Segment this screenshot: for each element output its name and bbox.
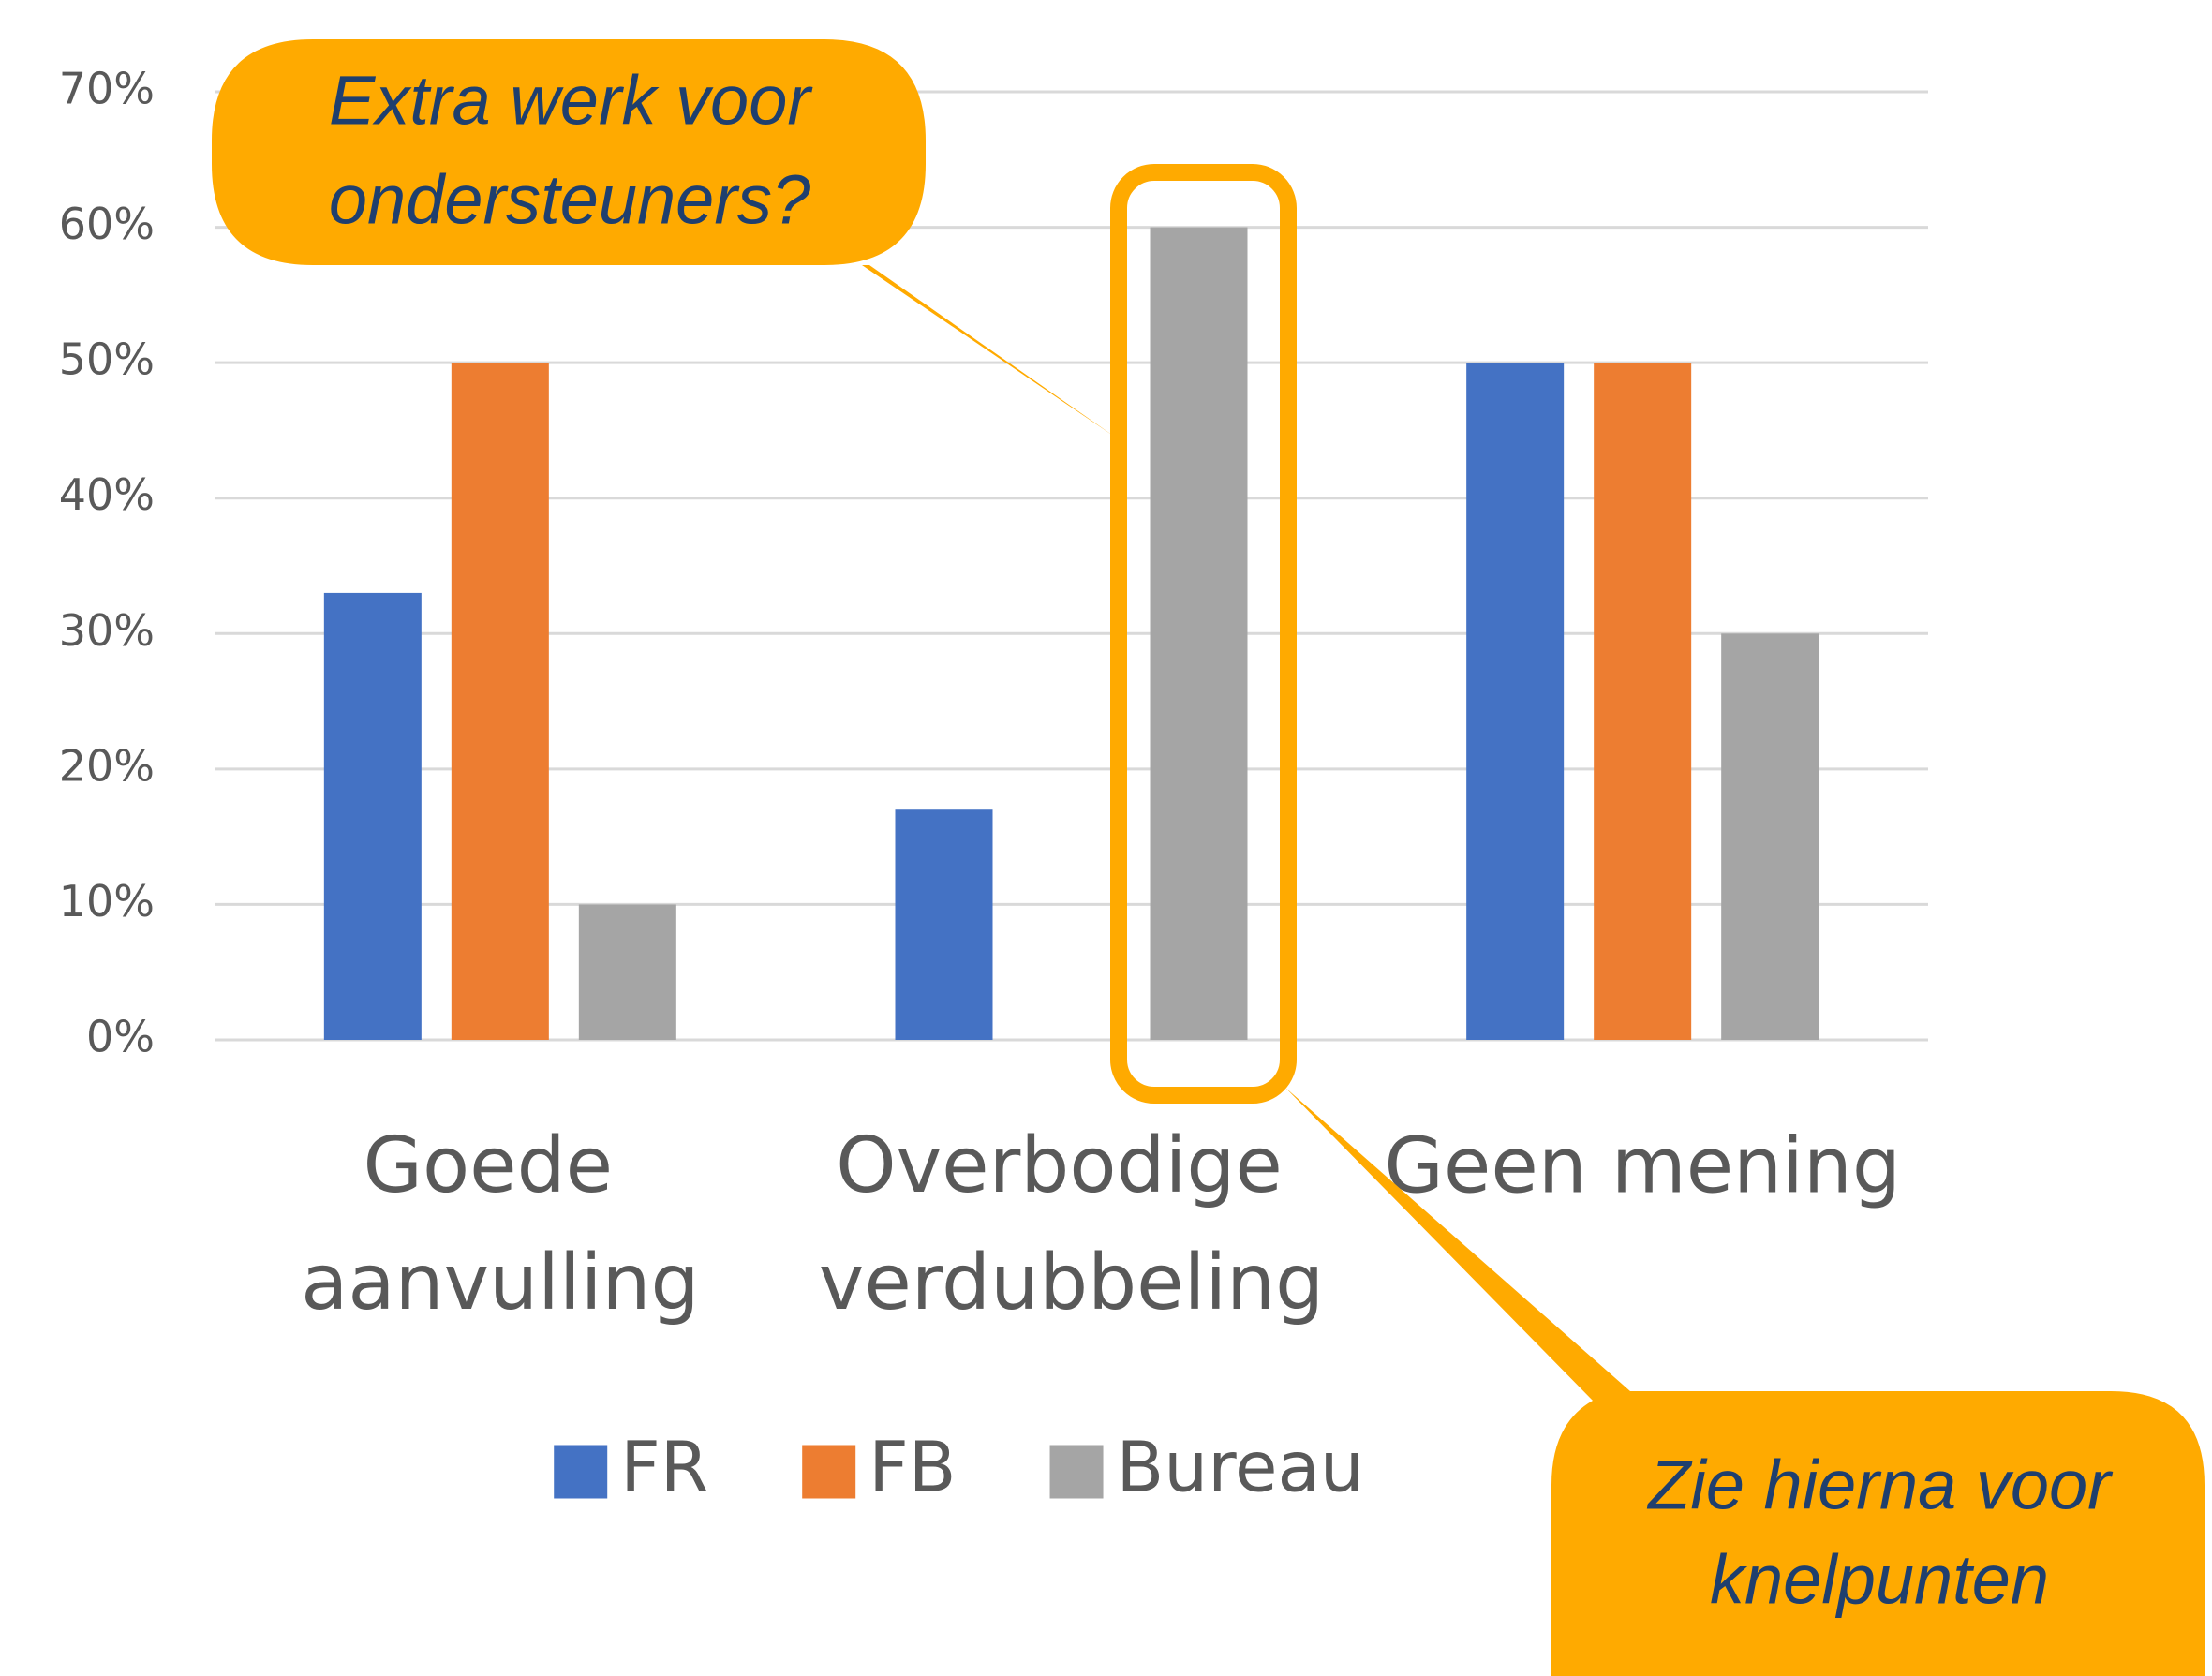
legend-swatch xyxy=(1049,1445,1104,1499)
highlight-box xyxy=(1110,164,1297,1104)
legend-item: FR xyxy=(554,1428,708,1508)
callout-text: Zie hierna voor xyxy=(1646,1446,2114,1524)
bar xyxy=(1466,363,1565,1041)
bar xyxy=(323,592,422,1040)
bar xyxy=(895,809,993,1040)
legend-swatch xyxy=(802,1445,856,1499)
legend-item: FB xyxy=(802,1428,957,1508)
y-tick-label: 0% xyxy=(86,1012,155,1062)
bar xyxy=(1150,227,1248,1041)
y-tick-label: 70% xyxy=(59,64,155,114)
x-tick-label: Overbodige verdubbeling xyxy=(819,1121,1324,1327)
y-tick-label: 40% xyxy=(59,469,155,520)
legend-swatch xyxy=(554,1445,608,1499)
bar xyxy=(1594,363,1692,1041)
callout-text: knelpunten xyxy=(1710,1541,2049,1619)
legend-label: FR xyxy=(620,1428,708,1508)
legend-item: Bureau xyxy=(1049,1428,1364,1508)
y-tick-label: 60% xyxy=(59,199,155,249)
callout-bottom xyxy=(1285,1088,2205,1676)
y-tick-label: 20% xyxy=(59,740,155,791)
legend-label: FB xyxy=(868,1428,956,1508)
bar xyxy=(1721,633,1819,1040)
y-tick-label: 30% xyxy=(59,605,155,656)
callout-text: ondersteuners? xyxy=(329,161,810,239)
x-tick-label: Geen mening xyxy=(1384,1121,1901,1210)
plot-area: 0% 10% 20% 30% 40% 50% 60% 70% Goede aanvulling O… xyxy=(59,64,1928,1508)
x-tick-label: Goede aanvulling xyxy=(301,1121,699,1327)
bar xyxy=(451,363,549,1041)
callout-text: Extra werk voor xyxy=(329,62,813,140)
legend-label: Bureau xyxy=(1117,1428,1364,1508)
callout-top xyxy=(212,39,1116,438)
bar xyxy=(578,904,676,1040)
y-tick-label: 10% xyxy=(59,876,155,927)
y-tick-label: 50% xyxy=(59,334,155,385)
